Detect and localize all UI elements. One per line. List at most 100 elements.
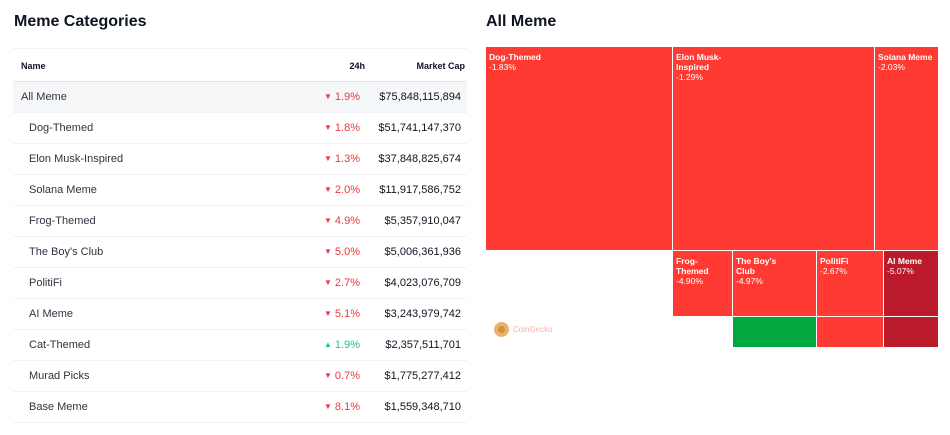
- market-cap-value: $4,023,076,709: [384, 277, 461, 289]
- tile-name: Solana Meme: [878, 52, 933, 62]
- table-row[interactable]: AI Meme ▼ 5.1% $3,243,979,742: [13, 299, 467, 330]
- market-cap-value: $51,741,147,370: [378, 122, 461, 134]
- change-text: 2.7%: [334, 277, 360, 289]
- category-name[interactable]: PolitiFi: [29, 277, 63, 289]
- market-cap-value: $5,006,361,936: [384, 246, 461, 258]
- table-row[interactable]: PolitiFi ▼ 2.7% $4,023,076,709: [13, 268, 467, 299]
- treemap: AI Meme -5.07% PolitiFi -2.67% The Boy's Clu…: [486, 47, 939, 348]
- caret-down-icon: ▼: [324, 402, 332, 411]
- change-value: ▼ 1.8%: [324, 122, 360, 134]
- change-value: ▼ 0.7%: [324, 370, 360, 382]
- coingecko-logo-icon: [494, 322, 509, 337]
- change-text: 5.1%: [334, 308, 360, 320]
- treemap-tile[interactable]: Frog-Themed -4.90%: [673, 251, 733, 317]
- tile-change: -1.29%: [676, 72, 703, 82]
- table-row[interactable]: Solana Meme ▼ 2.0% $11,917,586,752: [13, 175, 467, 206]
- category-name[interactable]: Base Meme: [29, 401, 88, 413]
- treemap-title: All Meme: [486, 13, 557, 30]
- change-value: ▼ 1.3%: [324, 153, 360, 165]
- table-row[interactable]: Elon Musk-Inspired ▼ 1.3% $37,848,825,674: [13, 144, 467, 175]
- column-24h[interactable]: 24h: [349, 61, 365, 71]
- market-cap-value: $1,559,348,710: [384, 401, 461, 413]
- column-name[interactable]: Name: [21, 61, 46, 71]
- change-value: ▼ 5.0%: [324, 246, 360, 258]
- table-row[interactable]: Cat-Themed ▲ 1.9% $2,357,511,701: [13, 330, 467, 361]
- category-name[interactable]: Frog-Themed: [29, 215, 96, 227]
- table-row[interactable]: Base Meme ▼ 8.1% $1,559,348,710: [13, 392, 467, 423]
- caret-down-icon: ▼: [324, 216, 332, 225]
- coingecko-watermark: CoinGecko: [494, 322, 553, 337]
- change-text: 1.3%: [334, 153, 360, 165]
- category-name[interactable]: Murad Picks: [29, 370, 90, 382]
- table-row[interactable]: Dog-Themed ▼ 1.8% $51,741,147,370: [13, 113, 467, 144]
- tile-change: -2.67%: [820, 266, 847, 276]
- tile-change: -1.83%: [489, 62, 516, 72]
- tile-change: -4.97%: [736, 276, 763, 286]
- change-value: ▼ 2.7%: [324, 277, 360, 289]
- change-text: 2.0%: [334, 184, 360, 196]
- treemap-tile[interactable]: Elon Musk-Inspired -1.29%: [673, 47, 875, 251]
- tile-name: Frog-Themed: [676, 256, 709, 276]
- treemap-tile[interactable]: [884, 317, 939, 348]
- change-value: ▼ 2.0%: [324, 184, 360, 196]
- change-text: 1.8%: [334, 122, 360, 134]
- change-value: ▼ 4.9%: [324, 215, 360, 227]
- change-value: ▼ 5.1%: [324, 308, 360, 320]
- caret-down-icon: ▼: [324, 309, 332, 318]
- tile-name: Elon Musk-Inspired: [676, 52, 722, 72]
- category-name[interactable]: Elon Musk-Inspired: [29, 153, 124, 165]
- change-value: ▲ 1.9%: [324, 339, 360, 351]
- tile-change: -4.90%: [676, 276, 703, 286]
- category-name[interactable]: Dog-Themed: [29, 122, 94, 134]
- caret-down-icon: ▼: [324, 92, 332, 101]
- meme-categories-title: Meme Categories: [14, 13, 147, 30]
- caret-down-icon: ▼: [324, 185, 332, 194]
- watermark-text: CoinGecko: [513, 325, 553, 334]
- caret-down-icon: ▼: [324, 123, 332, 132]
- change-text: 1.9%: [334, 339, 360, 351]
- categories-table: Name 24h Market Cap All Meme ▼ 1.9% $75,848…: [13, 48, 467, 423]
- table-row[interactable]: Frog-Themed ▼ 4.9% $5,357,910,047: [13, 206, 467, 237]
- caret-down-icon: ▼: [324, 371, 332, 380]
- caret-down-icon: ▼: [324, 278, 332, 287]
- tile-name: Dog-Themed: [489, 52, 541, 62]
- category-name[interactable]: Cat-Themed: [29, 339, 91, 351]
- table-row[interactable]: The Boy's Club ▼ 5.0% $5,006,361,936: [13, 237, 467, 268]
- tile-name: PolitiFi: [820, 256, 849, 266]
- change-text: 5.0%: [334, 246, 360, 258]
- market-cap-value: $2,357,511,701: [385, 339, 461, 351]
- table-header: Name 24h Market Cap: [13, 49, 467, 82]
- change-text: 4.9%: [334, 215, 360, 227]
- treemap-tile[interactable]: [817, 317, 884, 348]
- table-row[interactable]: All Meme ▼ 1.9% $75,848,115,894: [13, 82, 467, 113]
- caret-up-icon: ▲: [324, 340, 332, 349]
- market-cap-value: $75,848,115,894: [379, 91, 461, 103]
- treemap-tile[interactable]: [733, 317, 817, 348]
- tile-change: -5.07%: [887, 266, 914, 276]
- change-text: 0.7%: [334, 370, 360, 382]
- category-name[interactable]: AI Meme: [29, 308, 74, 320]
- market-cap-value: $1,775,277,412: [384, 370, 461, 382]
- treemap-tile[interactable]: AI Meme -5.07%: [884, 251, 939, 317]
- treemap-tile[interactable]: The Boy's Club -4.97%: [733, 251, 817, 317]
- tile-name: AI Meme: [887, 256, 922, 266]
- category-name[interactable]: Solana Meme: [29, 184, 97, 196]
- treemap-tile[interactable]: Solana Meme -2.03%: [875, 47, 939, 251]
- change-value: ▼ 1.9%: [324, 91, 360, 103]
- category-name[interactable]: All Meme: [21, 91, 67, 103]
- treemap-tile[interactable]: PolitiFi -2.67%: [817, 251, 884, 317]
- change-value: ▼ 8.1%: [324, 401, 360, 413]
- table-row[interactable]: Murad Picks ▼ 0.7% $1,775,277,412: [13, 361, 467, 392]
- column-market-cap[interactable]: Market Cap: [416, 61, 465, 71]
- treemap-tile[interactable]: Dog-Themed -1.83%: [486, 47, 673, 251]
- market-cap-value: $37,848,825,674: [378, 153, 461, 165]
- market-cap-value: $5,357,910,047: [384, 215, 461, 227]
- market-cap-value: $11,917,586,752: [379, 184, 461, 196]
- category-name[interactable]: The Boy's Club: [29, 246, 104, 258]
- caret-down-icon: ▼: [324, 154, 332, 163]
- tile-name: The Boy's Club: [736, 256, 777, 276]
- tile-change: -2.03%: [878, 62, 905, 72]
- market-cap-value: $3,243,979,742: [384, 308, 461, 320]
- change-text: 1.9%: [334, 91, 360, 103]
- caret-down-icon: ▼: [324, 247, 332, 256]
